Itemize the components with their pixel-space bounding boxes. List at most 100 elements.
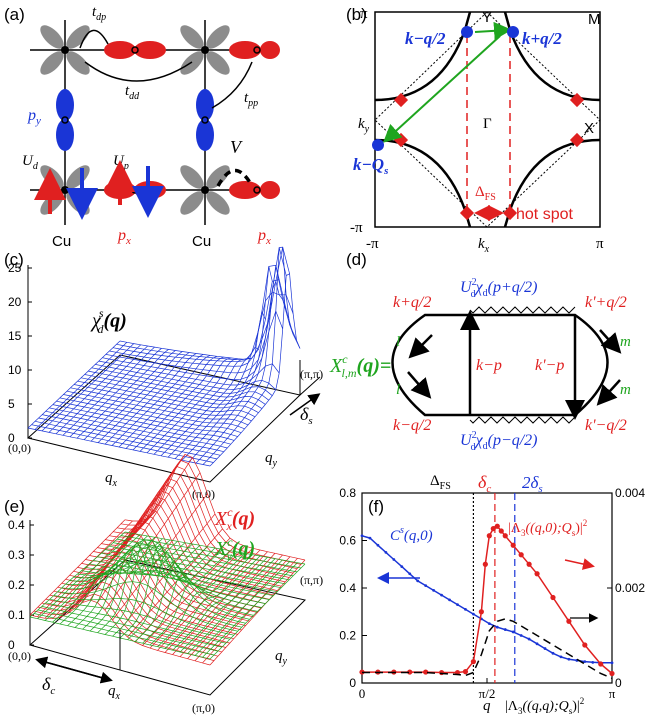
c-ytick-25: 25 (8, 261, 22, 275)
f-delta-fs-label: ΔFS (430, 473, 451, 492)
f-xtick: π/2 (479, 686, 496, 701)
f-point-0 (464, 607, 467, 611)
f-point-0 (400, 565, 404, 569)
f-point-0 (472, 612, 475, 616)
k-minus-qs-label: k−Qs (353, 155, 388, 177)
f-xlabel: q (483, 698, 491, 714)
d-k-minus-p: k−p (476, 357, 502, 374)
chi-mesh-line (102, 310, 284, 380)
d-l-top: l (396, 334, 400, 350)
e-ytick-0.4: 0.4 (8, 518, 25, 532)
f-point-0 (591, 660, 595, 664)
d-k-plus-q2: k+q/2 (393, 294, 431, 311)
c-ytick-0: 0 (8, 431, 15, 445)
panel-a-label: (a) (4, 5, 25, 24)
d-bottom-interaction: U2 dχd(p−q/2) (460, 430, 538, 453)
k-plus-q2-label: k+q/2 (522, 29, 562, 48)
f-xtick: π (609, 686, 616, 701)
e-delta-c-label: δc (42, 674, 55, 697)
chi-mesh-line (167, 346, 259, 458)
chi-mesh-line (88, 370, 270, 401)
e-xy-label: Xc y(q) (214, 535, 255, 563)
f-point-0 (448, 598, 451, 602)
e-mesh-green-line (209, 563, 306, 660)
f-point-0 (610, 661, 614, 665)
panel-c-label: (c) (4, 250, 24, 269)
chi-mesh-line (125, 355, 218, 449)
f-point-1 (518, 552, 524, 558)
f-ytick-right: 0 (615, 676, 622, 690)
f-ytick-left: 0.8 (339, 486, 356, 500)
d-m-bottom: m (620, 382, 631, 398)
e-mesh-red-line (124, 453, 306, 561)
chi-mesh-line (119, 279, 301, 360)
d-x-formula: Xc l,m(q)= (329, 352, 391, 380)
e-ytick-0.1: 0.1 (8, 608, 25, 622)
f-point-1 (526, 561, 532, 567)
v-arc (216, 168, 254, 187)
e-mesh-green-line (113, 542, 294, 577)
f-ytick-left: 0.2 (339, 629, 356, 643)
e-qy-label: qy (275, 648, 288, 667)
py-orbital-right (196, 89, 214, 151)
delta-fs-label: ΔFS (475, 184, 496, 203)
bz-bottom-label: -π (350, 220, 363, 236)
f-point-0 (503, 628, 507, 631)
chi-mesh-line (139, 357, 231, 452)
f-point-0 (384, 550, 388, 554)
f-point-0 (432, 588, 436, 592)
e-mesh-green-line (120, 535, 302, 569)
f-ytick-left: 0 (349, 676, 356, 690)
panel-d: (d) U2 dχd(p+q/2) U2 dχd(p−q/2) k+q/2 k'+q… (329, 250, 631, 453)
chi-mesh-line (195, 280, 287, 464)
panel-f-label: (f) (368, 497, 384, 516)
chi-label: χs d(q) (90, 306, 127, 336)
f-point-0 (527, 637, 531, 641)
f-point-1 (534, 571, 540, 577)
k-minus-q2-label: k−q/2 (405, 29, 446, 48)
f-point-1 (566, 618, 572, 624)
e-corner-pipi: (π,π) (300, 573, 323, 587)
px-label-right: px (257, 227, 271, 247)
panel-d-label: (d) (346, 250, 367, 269)
f-point-0 (456, 603, 459, 607)
f-ytick-left: 0.4 (339, 581, 356, 595)
chi-mesh-line (84, 374, 266, 405)
f-point-0 (511, 630, 515, 634)
cu-orbital-top-left (40, 25, 90, 75)
e-mesh-green-line (124, 531, 306, 565)
bz-x-label: X (584, 120, 594, 137)
f-xtick: 0 (359, 686, 366, 701)
d-kp-plus-q2: k'+q/2 (585, 294, 627, 311)
px-orbital-bottom-right (229, 181, 280, 199)
chi-mesh-line (160, 357, 252, 457)
v-label: V (230, 137, 243, 157)
panel-f: (f) 0 0.2 0.4 0.6 0.8 0 0.002 0.004 0 π/2 π ΔFS δc… (339, 472, 645, 715)
f-point-0 (487, 622, 491, 626)
f-point-1 (470, 659, 477, 665)
fs-bottom-right (503, 138, 601, 228)
fs-top-left (374, 11, 472, 102)
f-two-delta-s-label: 2δs (522, 473, 543, 495)
c-corner-00: (0,0) (8, 441, 31, 455)
f-point-0 (440, 593, 443, 597)
bz-xleft-label: -π (366, 236, 379, 252)
e-mesh-green-line (194, 561, 291, 656)
f-point-0 (495, 625, 499, 629)
f-point-0 (551, 651, 555, 655)
f-point-1 (478, 609, 484, 615)
chi-mesh-line (153, 358, 245, 455)
d-l-bottom: l (396, 382, 400, 398)
panel-e-label: (e) (4, 497, 25, 516)
bz-xright-label: π (596, 236, 604, 252)
e-mesh-red-line (209, 559, 306, 666)
e-mesh-red-line (202, 558, 298, 664)
f-point-1 (582, 642, 588, 648)
e-mesh-green-line (109, 545, 290, 581)
panel-a: (a) (4, 4, 280, 250)
c-ytick-15: 15 (8, 329, 22, 343)
c-delta-s-label: δs (300, 404, 313, 427)
tdp-label: tdp (92, 4, 106, 23)
f-point-1 (502, 533, 508, 539)
